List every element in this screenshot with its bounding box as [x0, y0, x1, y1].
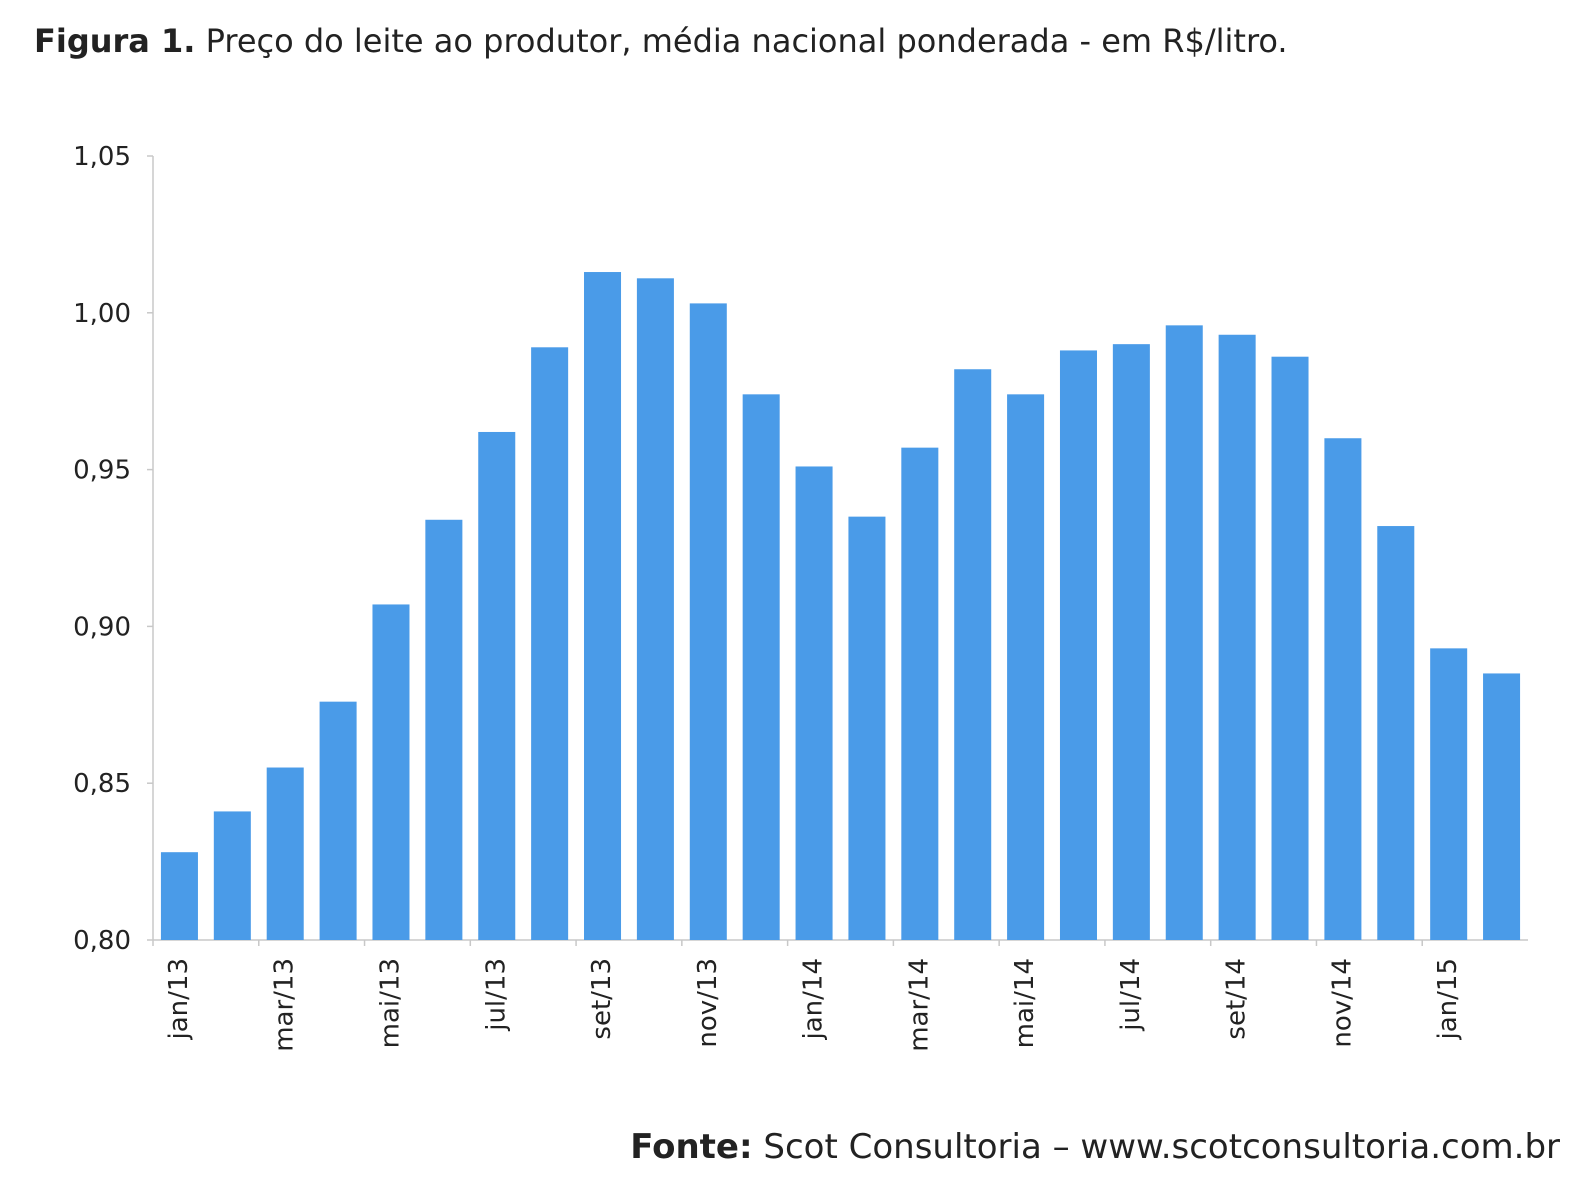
bar-fev-15 [1483, 673, 1521, 940]
bar-nov-14 [1324, 438, 1362, 940]
x-tick-label: jul/13 [481, 958, 511, 1032]
source-credit: Fonte: Scot Consultoria – www.scotconsul… [630, 1127, 1560, 1167]
bar-abr-13 [319, 701, 357, 940]
x-tick-label: jan/15 [1433, 958, 1463, 1040]
bar-fev-13 [213, 811, 251, 940]
bar-abr-14 [954, 369, 992, 940]
x-tick-label: mar/14 [904, 958, 934, 1052]
x-tick-label: jan/14 [799, 958, 829, 1040]
bar-jun-13 [425, 519, 463, 940]
x-tick-label: mar/13 [270, 958, 300, 1052]
y-tick-label: 0,85 [73, 769, 131, 799]
bar-jan-13 [160, 852, 198, 940]
bar-mar-13 [266, 767, 304, 940]
bar-mai-14 [1007, 394, 1045, 940]
x-tick-label: set/14 [1222, 958, 1252, 1040]
bar-set-14 [1218, 334, 1256, 940]
bar-jan-14 [795, 466, 833, 940]
bars [160, 272, 1521, 941]
figure-label: Figura 1. [34, 22, 196, 60]
bar-ago-13 [531, 347, 569, 940]
y-axis: 0,80 0,85 0,90 0,95 1,00 1,05 [73, 142, 154, 956]
bar-jan-15 [1430, 648, 1468, 940]
y-tick-label: 1,05 [73, 142, 131, 172]
x-axis [152, 939, 1528, 946]
x-tick-label: mai/14 [1010, 958, 1040, 1048]
x-tick-label: set/13 [587, 958, 617, 1040]
y-tick-label: 0,90 [73, 612, 131, 642]
bar-mai-13 [372, 604, 410, 940]
bar-set-13 [584, 272, 622, 941]
bar-out-13 [636, 278, 674, 941]
x-tick-label: jan/13 [164, 958, 194, 1040]
figure-title: Figura 1. Preço do leite ao produtor, mé… [34, 22, 1288, 60]
bar-dez-13 [742, 394, 780, 940]
y-tick-label: 0,80 [73, 926, 131, 956]
bar-ago-14 [1165, 325, 1203, 940]
bar-nov-13 [689, 303, 727, 941]
x-tick-label: nov/14 [1327, 958, 1357, 1048]
source-text: Scot Consultoria – www.scotconsultoria.c… [763, 1127, 1560, 1167]
y-tick-label: 0,95 [73, 456, 131, 486]
figure-title-text: Preço do leite ao produtor, média nacion… [205, 22, 1288, 60]
x-tick-label: jul/14 [1116, 958, 1146, 1032]
bar-dez-14 [1377, 526, 1415, 940]
x-tick-label: nov/13 [693, 958, 723, 1048]
bar-jul-13 [478, 431, 516, 940]
bar-fev-14 [848, 516, 886, 940]
bar-jul-14 [1112, 344, 1150, 940]
x-tick-labels: jan/13 mar/13 mai/13 jul/13 set/13 nov/13 jan/… [164, 958, 1463, 1052]
bar-jun-14 [1059, 350, 1097, 940]
y-tick-label: 1,00 [73, 299, 131, 329]
bar-out-14 [1271, 356, 1309, 941]
source-label: Fonte: [630, 1127, 753, 1167]
bar-mar-14 [901, 447, 939, 940]
x-tick-label: mai/13 [375, 958, 405, 1048]
